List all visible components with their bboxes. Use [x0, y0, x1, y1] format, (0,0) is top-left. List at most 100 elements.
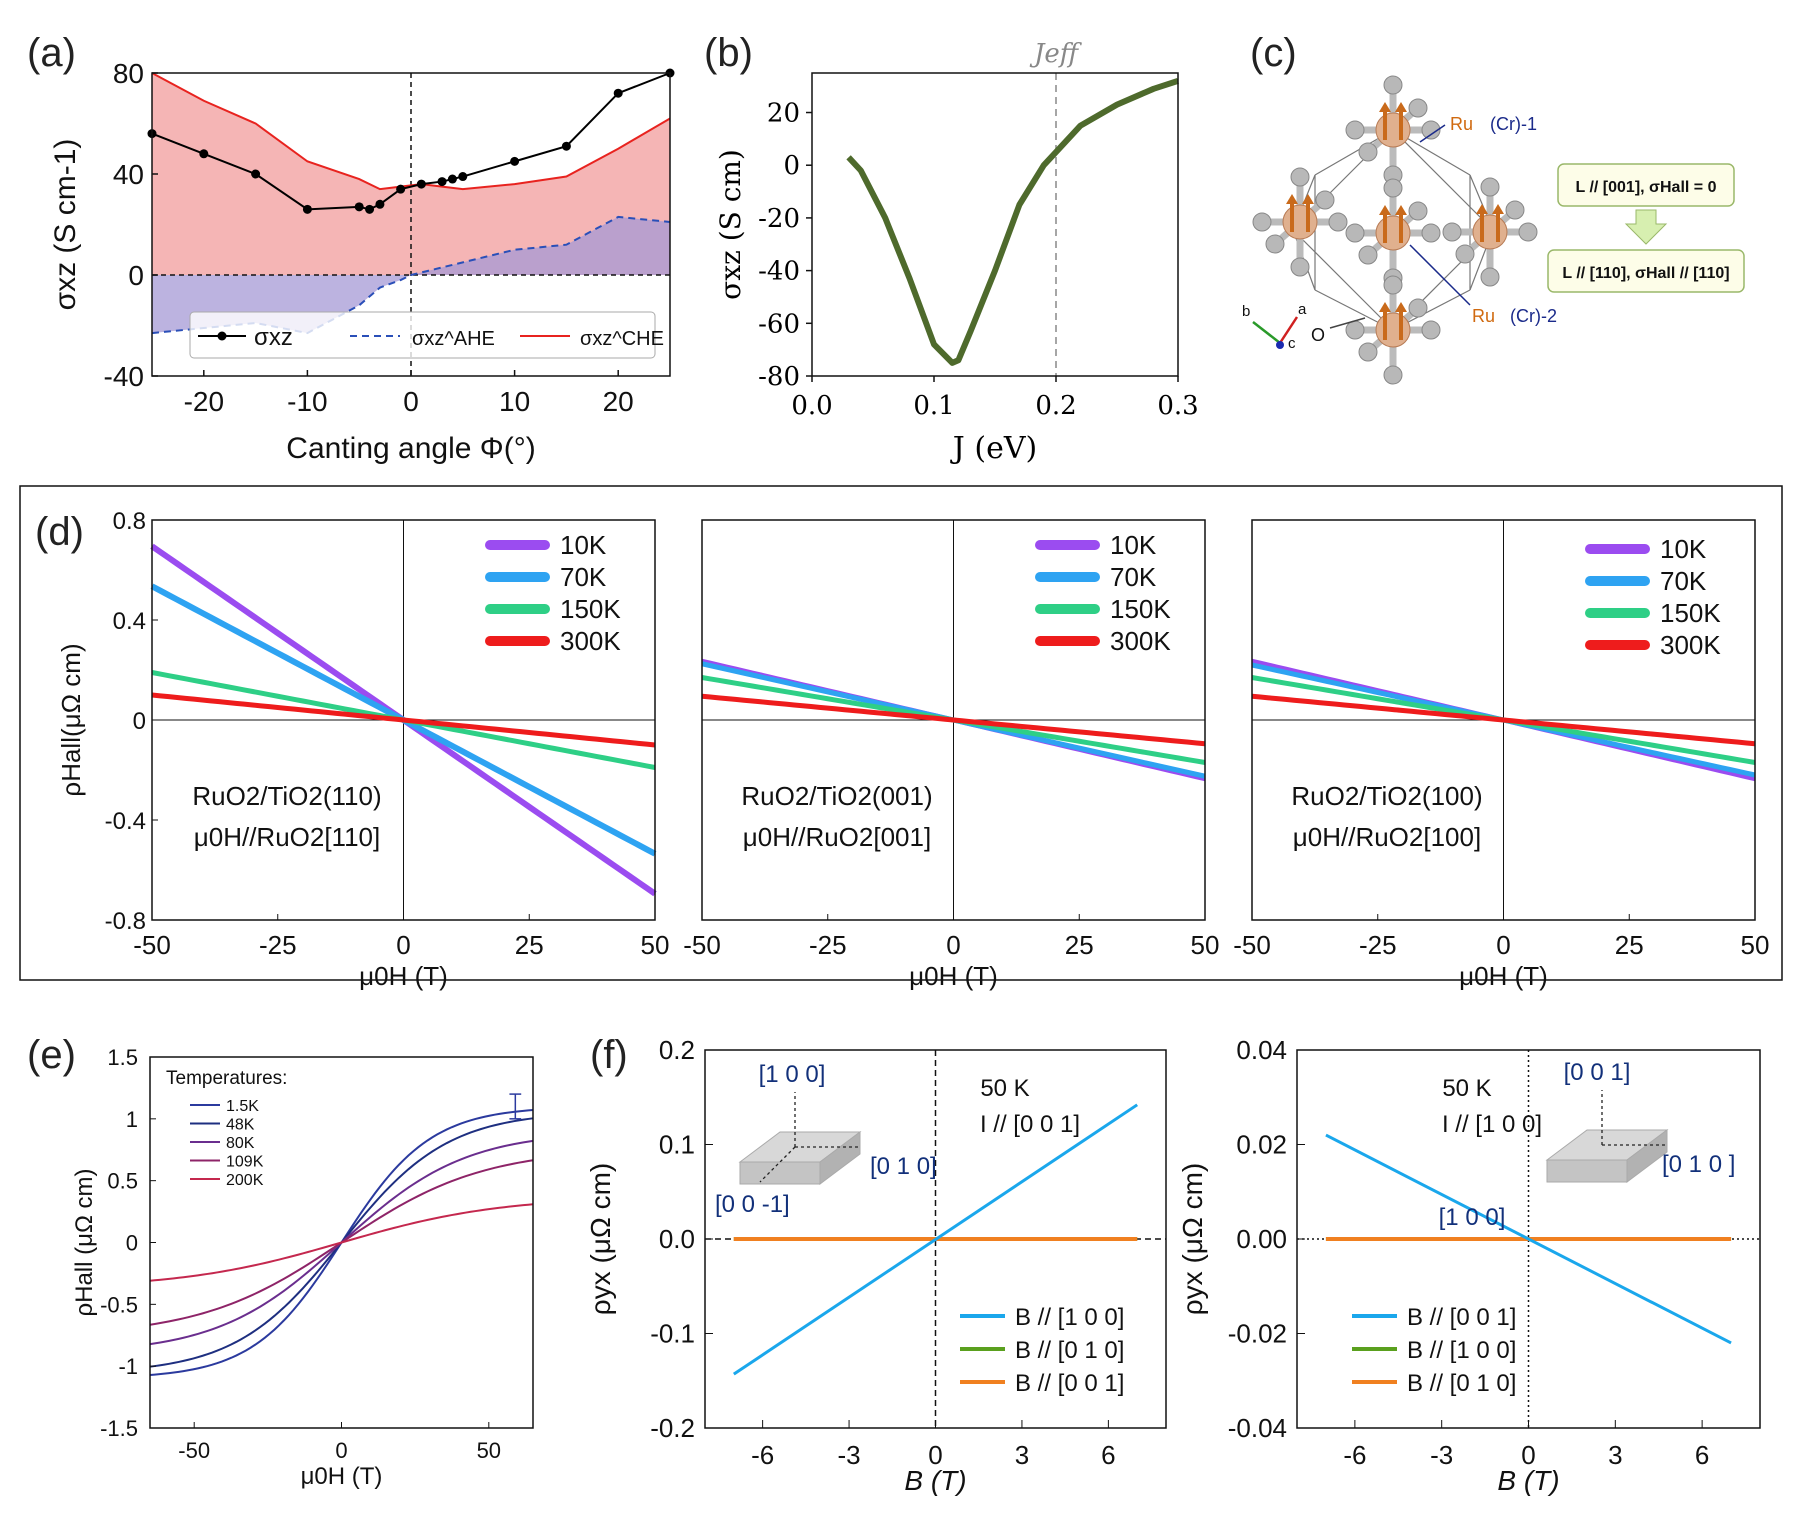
ytick-label: -80	[758, 362, 800, 392]
xtick-label: -25	[1359, 930, 1397, 960]
sxz-point	[458, 172, 468, 182]
xtick-label: -20	[184, 386, 224, 417]
xtick-label: 50	[477, 1438, 501, 1463]
xlabel-f: B (T)	[1497, 1465, 1559, 1496]
xtick-label: -50	[683, 930, 721, 960]
xtick-label: 0.2	[1035, 391, 1076, 421]
spin-arrowhead	[1395, 102, 1407, 112]
oxygen-atom	[1383, 365, 1403, 385]
ru-atom	[1375, 312, 1411, 348]
subplot-label: μ0H//RuO2[001]	[743, 822, 931, 852]
spin-arrowhead	[1476, 204, 1488, 214]
ytick-label: 0.0	[659, 1224, 695, 1254]
oxygen-atom	[1265, 234, 1285, 254]
ytick-label: 0.04	[1236, 1035, 1287, 1065]
ylabel-a: σxz (S cm-1)	[49, 139, 82, 311]
jeff-label: Jeff	[1029, 39, 1083, 69]
panel-e: (e) -50 0 50 -1.5 -1 -0.5 0 0.5 1 1.5 μ0H (T) ρHall …	[27, 1033, 534, 1490]
ytick-label: 0.00	[1236, 1224, 1287, 1254]
ytick-label: -0.4	[105, 808, 146, 835]
ytick-label: -1.5	[100, 1416, 138, 1441]
ytick-label: 1.5	[107, 1045, 138, 1070]
title-f: 50 K	[1442, 1075, 1491, 1102]
panel-c: (c) Ru (Cr)-1 Ru (Cr)-2 Ob ac L // [001], σHall…	[1242, 31, 1745, 385]
inset-block-front	[739, 1161, 821, 1185]
series-sxz	[151, 72, 671, 211]
series-B // [0 0 1]	[1325, 1133, 1732, 1345]
oxygen-atom	[1408, 298, 1428, 318]
series-sigma-j	[846, 78, 1179, 366]
xtick-label: -50	[133, 930, 171, 960]
legend-box-a	[189, 311, 656, 359]
o-pointer	[1329, 317, 1366, 329]
inset-label: [0 0 -1]	[715, 1191, 790, 1218]
box-110-label: L // [110], σHall // [110]	[1562, 265, 1729, 282]
inset-block-side	[819, 1131, 861, 1185]
ytick-label: 0.1	[659, 1130, 695, 1160]
axis-a-label: a	[1298, 301, 1307, 318]
spin-arrowhead	[1379, 302, 1391, 312]
legend-label-70K: 70K	[560, 562, 607, 592]
oxygen-atom	[1358, 342, 1378, 362]
legend-label-f: B // [1 0 0]	[1407, 1337, 1516, 1364]
ru-atom	[1375, 215, 1411, 251]
series-300K	[701, 693, 1206, 747]
panel-letter-e: (e)	[27, 1033, 76, 1077]
oxygen-atom	[1480, 267, 1500, 287]
title-f: 50 K	[980, 1075, 1029, 1102]
sxz-point	[365, 204, 375, 214]
panel-b: (b) Jeff 0.0 0.1 0.2 0.3 -80 -60 -40 -20 0 20 J (eV)…	[704, 31, 1199, 466]
legend-label-f: B // [0 1 0]	[1015, 1337, 1124, 1364]
legend-label-300K: 300K	[1660, 630, 1721, 660]
xtick-label: -6	[1343, 1440, 1366, 1470]
ytick-label: 80	[113, 58, 144, 89]
legend-label-f: B // [0 0 1]	[1407, 1304, 1516, 1331]
xtick-label: 3	[1608, 1440, 1622, 1470]
oxygen-atom	[1421, 120, 1441, 140]
xtick-label: 10	[499, 386, 530, 417]
legend-label-70K: 70K	[1110, 562, 1157, 592]
xtick-label: 0	[928, 1440, 942, 1470]
inset-label: [1 0 0]	[759, 1061, 826, 1088]
spin-arrowhead	[1492, 204, 1504, 214]
sxz-point	[251, 169, 261, 179]
oxygen-atom	[1290, 167, 1310, 187]
xlabel-f: B (T)	[904, 1465, 966, 1496]
ru2-label: Ru	[1472, 306, 1495, 326]
xtick-label: 0	[335, 1438, 347, 1463]
oxygen-atom	[1383, 178, 1403, 198]
sxz-point	[302, 204, 312, 214]
xtick-label: 0	[1496, 930, 1510, 960]
xtick-label: -50	[178, 1438, 210, 1463]
xtick-label: 25	[1065, 930, 1094, 960]
ytick-label: 0.8	[113, 508, 146, 535]
xtick-label: -25	[259, 930, 297, 960]
xtick-label: 20	[603, 386, 634, 417]
xtick-label: -25	[809, 930, 847, 960]
panel-letter-a: (a)	[27, 31, 76, 75]
legend-label-10K: 10K	[1110, 530, 1157, 560]
panel-f: (f) -6 -3 0 3 6 -0.2 -0.1 0.0 0.1 0.2 B (T) ρyx (μΩ …	[585, 1033, 1761, 1496]
subplot-label: μ0H//RuO2[110]	[194, 822, 380, 852]
o-label: O	[1311, 325, 1325, 345]
spin-arrowhead	[1379, 205, 1391, 215]
ytick-label: -1	[118, 1354, 138, 1379]
xtick-label: 0.3	[1157, 391, 1198, 421]
box-001-label: L // [001], σHall = 0	[1576, 179, 1717, 196]
legend-label-f: B // [0 1 0]	[1407, 1370, 1516, 1397]
subtitle-f: I // [1 0 0]	[1442, 1111, 1542, 1138]
ytick-label: -0.1	[650, 1319, 695, 1349]
ylabel-f: ρyx (μΩ cm)	[585, 1163, 616, 1316]
xtick-label: 3	[1015, 1440, 1029, 1470]
legend-label-10K: 10K	[560, 530, 607, 560]
xlabel-d: μ0H (T)	[359, 961, 448, 991]
ru-atom	[1282, 204, 1318, 240]
ytick-label: 0	[783, 151, 800, 181]
ru1-label: Ru	[1450, 114, 1473, 134]
ytick-label: 1	[126, 1107, 138, 1132]
legend-label-150K: 150K	[560, 594, 621, 624]
oxygen-atom	[1290, 257, 1310, 277]
ytick-label: 20	[767, 99, 800, 129]
axis-b-label: b	[1242, 303, 1250, 320]
